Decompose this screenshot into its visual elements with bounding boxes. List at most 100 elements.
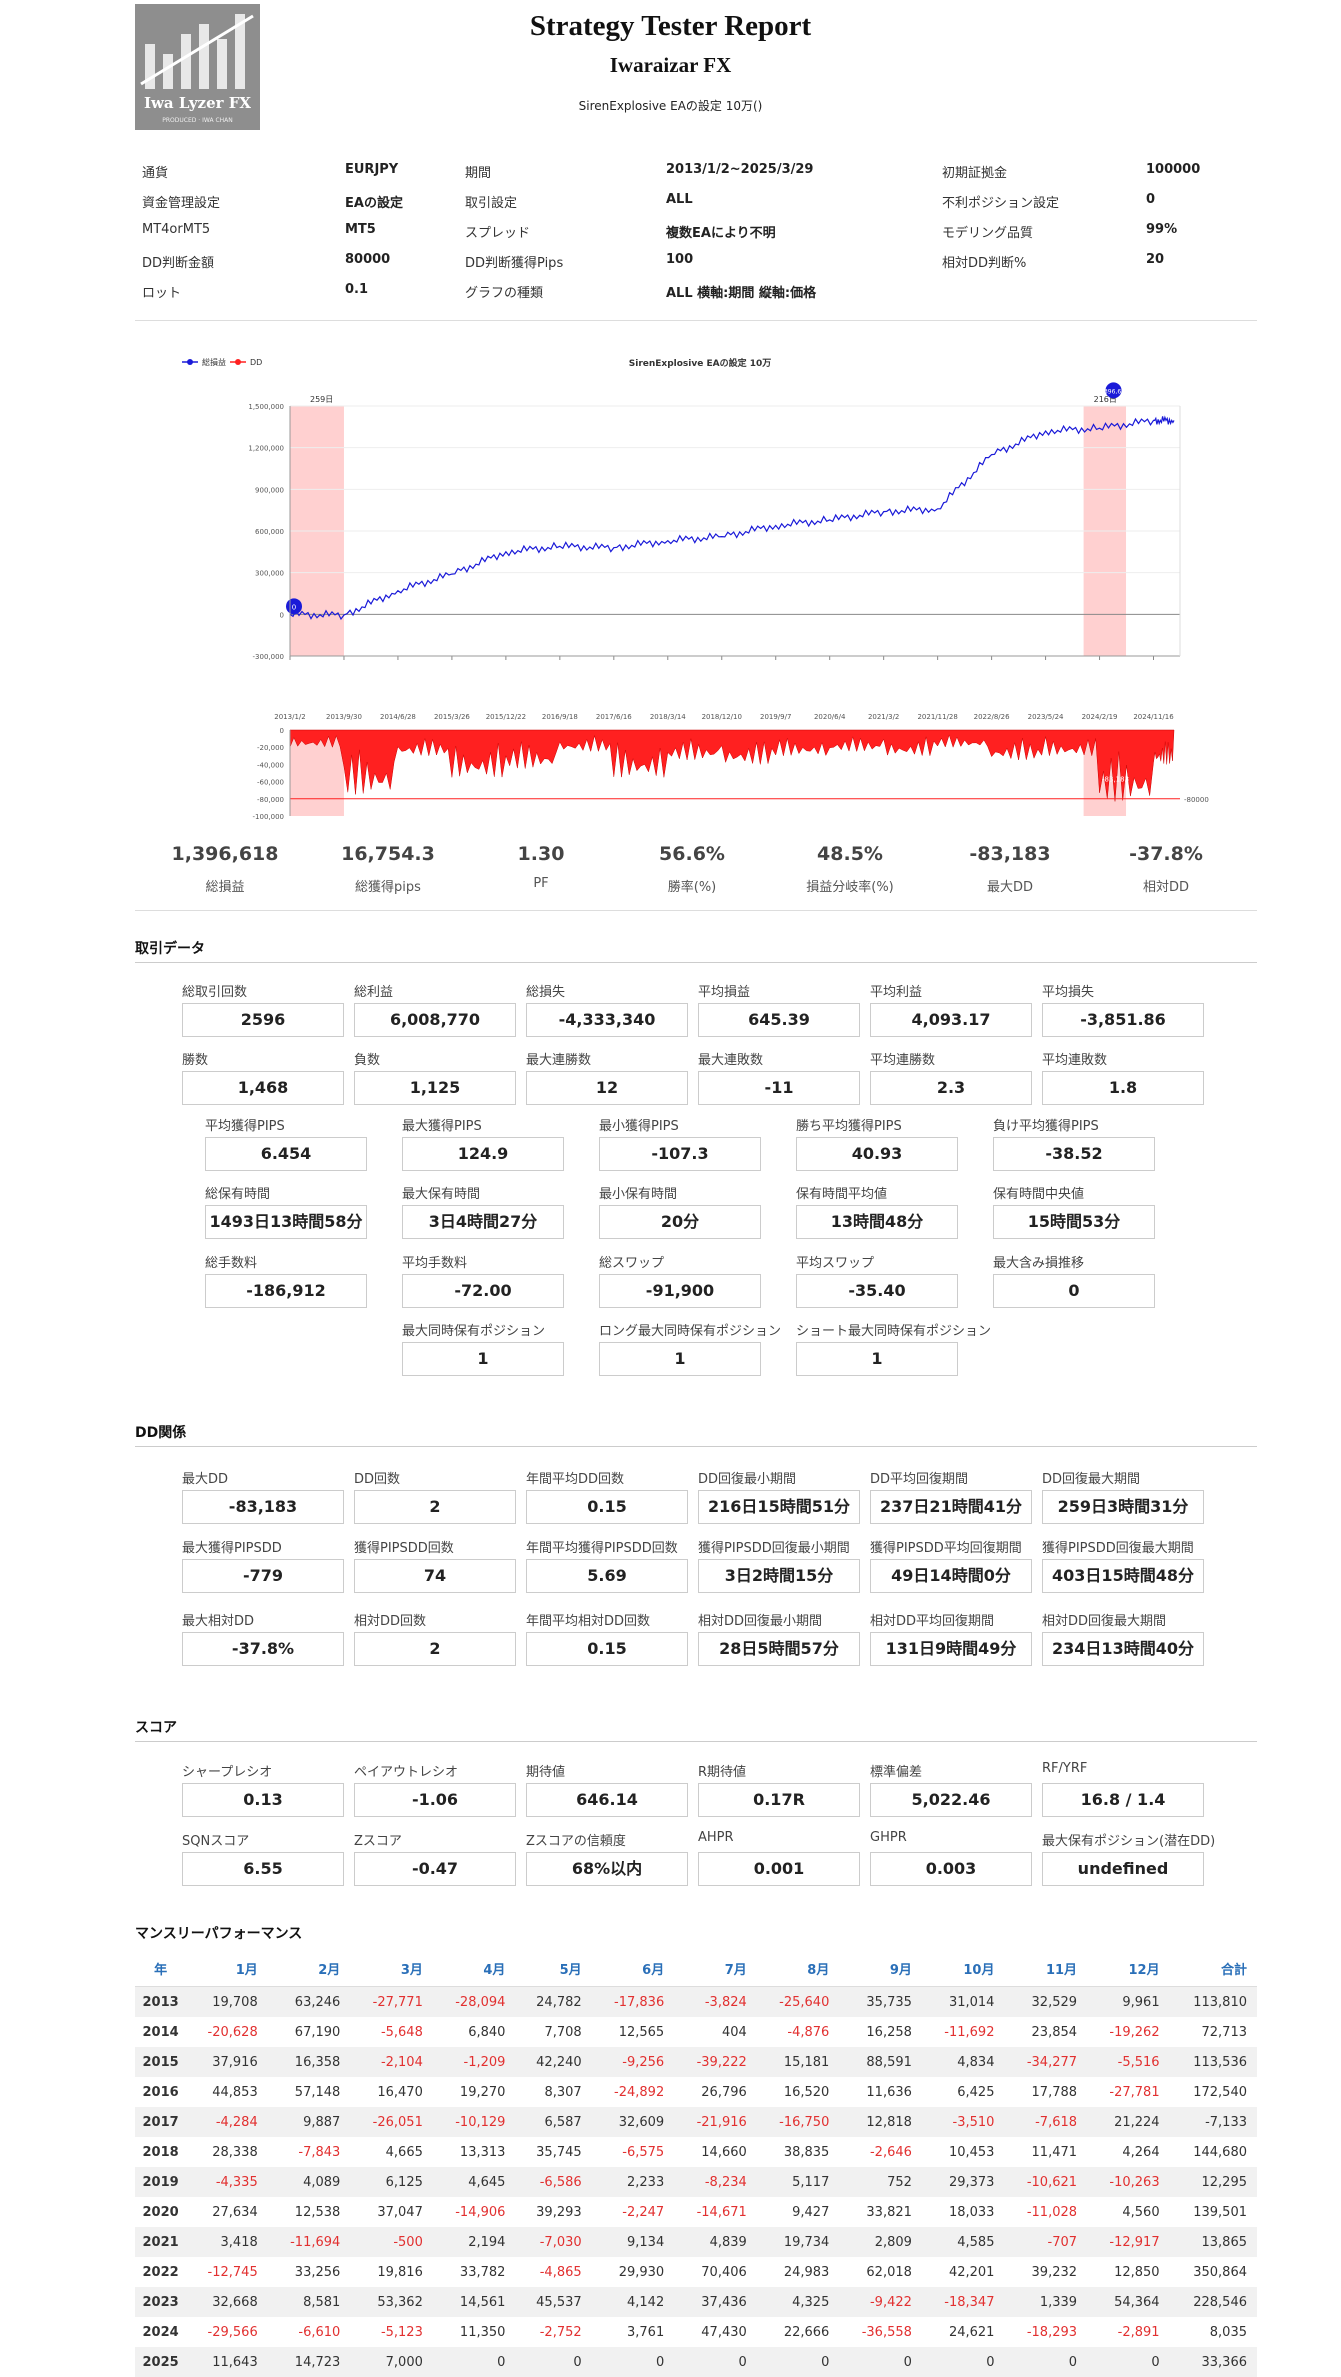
dd-series-area: [290, 730, 1174, 801]
stat-label: 標準偏差: [870, 1761, 1032, 1779]
stat-value: -72.00: [402, 1274, 564, 1308]
monthly-cell: 404: [674, 2017, 757, 2047]
stat-label: 獲得PIPSDD回復最小期間: [698, 1537, 860, 1555]
monthly-cell: -39,222: [674, 2047, 757, 2077]
stat-item: 最大獲得PIPSDD-779: [182, 1537, 344, 1593]
x-tick-label: 2013/9/30: [326, 713, 362, 721]
stat-label: 平均利益: [870, 981, 1032, 999]
monthly-cell: 13,865: [1170, 2227, 1257, 2257]
summary-value: 1,396,618: [145, 843, 305, 865]
monthly-cell: -25,640: [757, 1987, 840, 2018]
monthly-cell: 14,561: [433, 2287, 516, 2317]
monthly-cell: 42,240: [515, 2047, 591, 2077]
monthly-year-cell: 2021: [135, 2227, 185, 2257]
monthly-cell: 113,810: [1170, 1987, 1257, 2018]
monthly-cell: 16,258: [839, 2017, 922, 2047]
setting-value: 20: [1146, 252, 1164, 267]
stat-label: DD回復最大期間: [1042, 1468, 1204, 1486]
stat-value: 0.13: [182, 1783, 344, 1817]
stat-value: 0.15: [526, 1490, 688, 1524]
monthly-cell: -4,284: [185, 2107, 268, 2137]
summary-value: 1.30: [461, 843, 621, 865]
monthly-cell: 18,033: [922, 2197, 1005, 2227]
summary-label: 総獲得pips: [308, 876, 468, 895]
stat-value: 1: [796, 1342, 958, 1376]
monthly-cell: -4,865: [515, 2257, 591, 2287]
monthly-header-cell: 4月: [433, 1950, 516, 1987]
monthly-cell: 228,546: [1170, 2287, 1257, 2317]
monthly-cell: -707: [1004, 2227, 1087, 2257]
monthly-cell: -5,516: [1087, 2047, 1170, 2077]
stat-label: Zスコアの信頼度: [526, 1830, 688, 1848]
monthly-cell: 11,350: [433, 2317, 516, 2347]
monthly-header-cell: 7月: [674, 1950, 757, 1987]
setting-value: 80000: [345, 252, 390, 267]
monthly-cell: 0: [757, 2347, 840, 2377]
dd-y-tick-label: -100,000: [253, 813, 284, 821]
setting-value: MT5: [345, 222, 376, 237]
monthly-cell: 7,708: [515, 2017, 591, 2047]
stat-label: ペイアウトレシオ: [354, 1761, 516, 1779]
stat-label: 最大保有時間: [402, 1183, 564, 1201]
stat-value: -35.40: [796, 1274, 958, 1308]
chart-title: SirenExplosive EAの設定 10万: [629, 357, 772, 369]
monthly-cell: 12,295: [1170, 2167, 1257, 2197]
x-tick-label: 2017/6/16: [596, 713, 632, 721]
stat-label: 平均損益: [698, 981, 860, 999]
stat-value: 646.14: [526, 1783, 688, 1817]
summary-value: -83,183: [930, 843, 1090, 865]
stat-value: 403日15時間48分: [1042, 1559, 1204, 1593]
monthly-cell: 39,293: [515, 2197, 591, 2227]
y-tick-label: 300,000: [255, 570, 284, 578]
stat-item: Zスコア-0.47: [354, 1830, 516, 1886]
monthly-year-cell: 2023: [135, 2287, 185, 2317]
setting-value: 0: [1146, 192, 1155, 207]
stat-label: 最大含み損推移: [993, 1252, 1155, 1270]
monthly-year-cell: 2018: [135, 2137, 185, 2167]
monthly-cell: 33,366: [1170, 2347, 1257, 2377]
stat-label: 年間平均相対DD回数: [526, 1610, 688, 1628]
stat-label: 総スワップ: [599, 1252, 761, 1270]
settings-divider: [135, 320, 1257, 321]
summary-divider: [135, 910, 1257, 911]
monthly-cell: -29,566: [185, 2317, 268, 2347]
monthly-cell: -7,133: [1170, 2107, 1257, 2137]
monthly-cell: 4,142: [592, 2287, 675, 2317]
balance-series-line: [290, 416, 1174, 619]
monthly-cell: -19,262: [1087, 2017, 1170, 2047]
monthly-cell: -500: [350, 2227, 433, 2257]
monthly-cell: 7,000: [350, 2347, 433, 2377]
stat-label: 保有時間平均値: [796, 1183, 958, 1201]
stat-label: 平均手数料: [402, 1252, 564, 1270]
monthly-cell: -16,750: [757, 2107, 840, 2137]
stat-value: 0.15: [526, 1632, 688, 1666]
y-tick-label: 1,500,000: [248, 403, 284, 411]
monthly-cell: 17,788: [1004, 2077, 1087, 2107]
monthly-cell: -10,129: [433, 2107, 516, 2137]
stat-value: -91,900: [599, 1274, 761, 1308]
stat-value: 49日14時間0分: [870, 1559, 1032, 1593]
setting-value: 0.1: [345, 282, 368, 297]
summary-label: 総損益: [145, 876, 305, 895]
stat-label: ショート最大同時保有ポジション: [796, 1320, 958, 1338]
monthly-year-cell: 2014: [135, 2017, 185, 2047]
stat-label: 相対DD回復最小期間: [698, 1610, 860, 1628]
stat-item: 平均損失-3,851.86: [1042, 981, 1204, 1037]
x-tick-label: 2018/12/10: [702, 713, 742, 721]
stat-value: 0.001: [698, 1852, 860, 1886]
stat-label: 負け平均獲得PIPS: [993, 1115, 1155, 1133]
summary-value: 16,754.3: [308, 843, 468, 865]
summary-value: 48.5%: [770, 843, 930, 865]
monthly-year-cell: 2013: [135, 1987, 185, 2018]
monthly-cell: -3,824: [674, 1987, 757, 2018]
stat-label: 平均スワップ: [796, 1252, 958, 1270]
